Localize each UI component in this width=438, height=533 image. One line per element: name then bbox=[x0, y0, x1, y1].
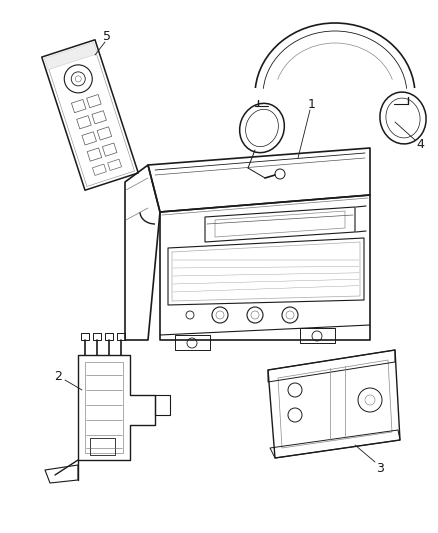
Text: 3: 3 bbox=[376, 462, 384, 474]
Text: 5: 5 bbox=[103, 30, 111, 44]
Text: 4: 4 bbox=[416, 139, 424, 151]
Polygon shape bbox=[44, 42, 97, 70]
Text: 2: 2 bbox=[54, 369, 62, 383]
Text: 1: 1 bbox=[308, 99, 316, 111]
